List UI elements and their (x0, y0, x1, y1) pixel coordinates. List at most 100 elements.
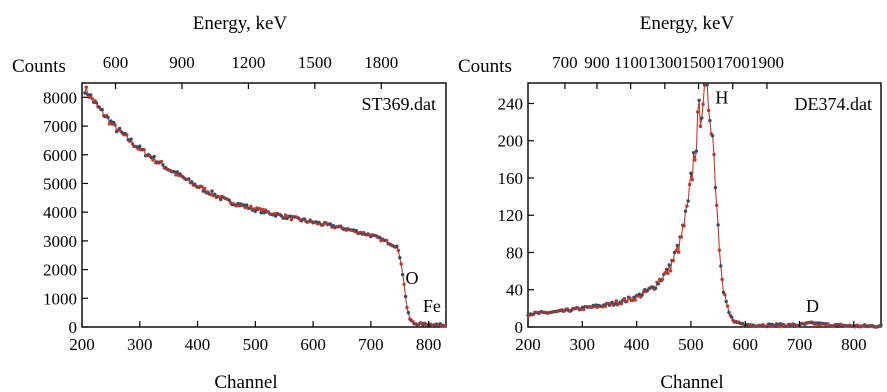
data-point (693, 158, 697, 162)
y-tick-label: 8000 (43, 88, 77, 107)
data-point (879, 323, 883, 327)
data-point (717, 248, 722, 252)
y-tick-label: 2000 (43, 261, 77, 280)
data-point (694, 149, 699, 153)
data-point (219, 197, 223, 202)
x-axis-title: Channel (214, 372, 277, 392)
data-point (203, 186, 207, 191)
data-point (398, 256, 402, 260)
data-point (610, 300, 614, 304)
data-point (396, 248, 400, 253)
data-point (686, 199, 690, 203)
top-tick-label: 1100 (614, 53, 647, 72)
data-point (210, 189, 214, 193)
x-tick-label: 300 (127, 335, 153, 354)
y-tick-label: 0 (515, 318, 524, 337)
data-point (200, 184, 204, 189)
data-point (677, 250, 681, 254)
data-point (201, 189, 205, 193)
data-point (107, 122, 112, 126)
top-tick-label: 900 (169, 53, 195, 72)
y-tick-label: 3000 (43, 232, 77, 251)
y-axis-title: Counts (458, 56, 512, 77)
data-point (666, 271, 670, 276)
data-point (690, 178, 694, 182)
data-point (402, 282, 406, 286)
data-point (683, 209, 688, 213)
y-tick-label: 120 (498, 206, 524, 225)
data-point (664, 267, 669, 271)
y-tick-label: 6000 (43, 146, 77, 165)
data-point (630, 298, 635, 302)
axis-ticks: 200 300 400 500 600 700 8000100020003000400050… (43, 53, 441, 354)
data-point (696, 110, 700, 114)
data-point (138, 144, 142, 148)
data-point (705, 83, 709, 87)
data-point (260, 207, 265, 212)
data-point (674, 249, 678, 253)
data-point (689, 171, 693, 175)
data-point (719, 264, 723, 268)
data-point (701, 102, 705, 106)
top-tick-label: 700 (552, 53, 578, 72)
x-tick-label: 400 (624, 335, 650, 354)
top-axis-title: Energy, keV (193, 13, 288, 34)
data-points (526, 83, 883, 329)
top-tick-label: 1800 (364, 53, 398, 72)
data-point (190, 180, 194, 184)
data-point (282, 216, 286, 220)
data-point (94, 101, 99, 105)
data-point (640, 293, 644, 297)
data-point (685, 204, 689, 208)
data-point (653, 286, 658, 290)
top-tick-label: 1900 (750, 53, 784, 72)
data-point (84, 85, 89, 89)
top-tick-label: 1700 (716, 53, 750, 72)
y-tick-label: 0 (69, 318, 78, 337)
data-point (213, 192, 217, 196)
data-point (187, 177, 191, 181)
x-tick-label: 600 (732, 335, 758, 354)
top-tick-label: 600 (103, 53, 129, 72)
data-point (377, 235, 382, 239)
y-tick-label: 7000 (43, 117, 77, 136)
data-point (675, 243, 679, 248)
data-point (109, 119, 113, 123)
x-tick-label: 300 (570, 335, 596, 354)
data-point (159, 159, 164, 164)
data-point (161, 163, 165, 167)
data-point (142, 148, 146, 152)
file-label: ST369.dat (362, 94, 437, 114)
peak-annotation: D (806, 296, 819, 316)
data-point (152, 154, 156, 159)
top-tick-label: 1500 (298, 53, 332, 72)
data-point (175, 170, 179, 174)
data-point (258, 206, 262, 211)
peak-annotation: O (406, 268, 419, 288)
data-point (385, 238, 389, 243)
data-point (259, 211, 263, 215)
x-tick-label: 400 (185, 335, 211, 354)
data-point (405, 305, 409, 310)
data-point (403, 294, 408, 299)
file-label: DE374.dat (795, 94, 872, 114)
data-point (682, 224, 686, 228)
y-axis-title: Counts (12, 56, 66, 77)
data-point (613, 302, 617, 306)
data-point (406, 311, 411, 315)
data-point (174, 173, 178, 177)
data-point (328, 222, 333, 226)
data-point (395, 244, 399, 248)
x-tick-label: 700 (787, 335, 813, 354)
data-point (125, 133, 129, 137)
data-point (708, 118, 712, 123)
data-point (284, 213, 288, 217)
data-point (86, 92, 90, 97)
y-tick-label: 240 (498, 94, 524, 113)
data-point (136, 147, 140, 151)
data-point (727, 310, 731, 315)
data-point (217, 195, 221, 199)
y-tick-label: 160 (498, 169, 524, 188)
top-tick-label: 1300 (648, 53, 682, 72)
data-point (698, 124, 703, 129)
